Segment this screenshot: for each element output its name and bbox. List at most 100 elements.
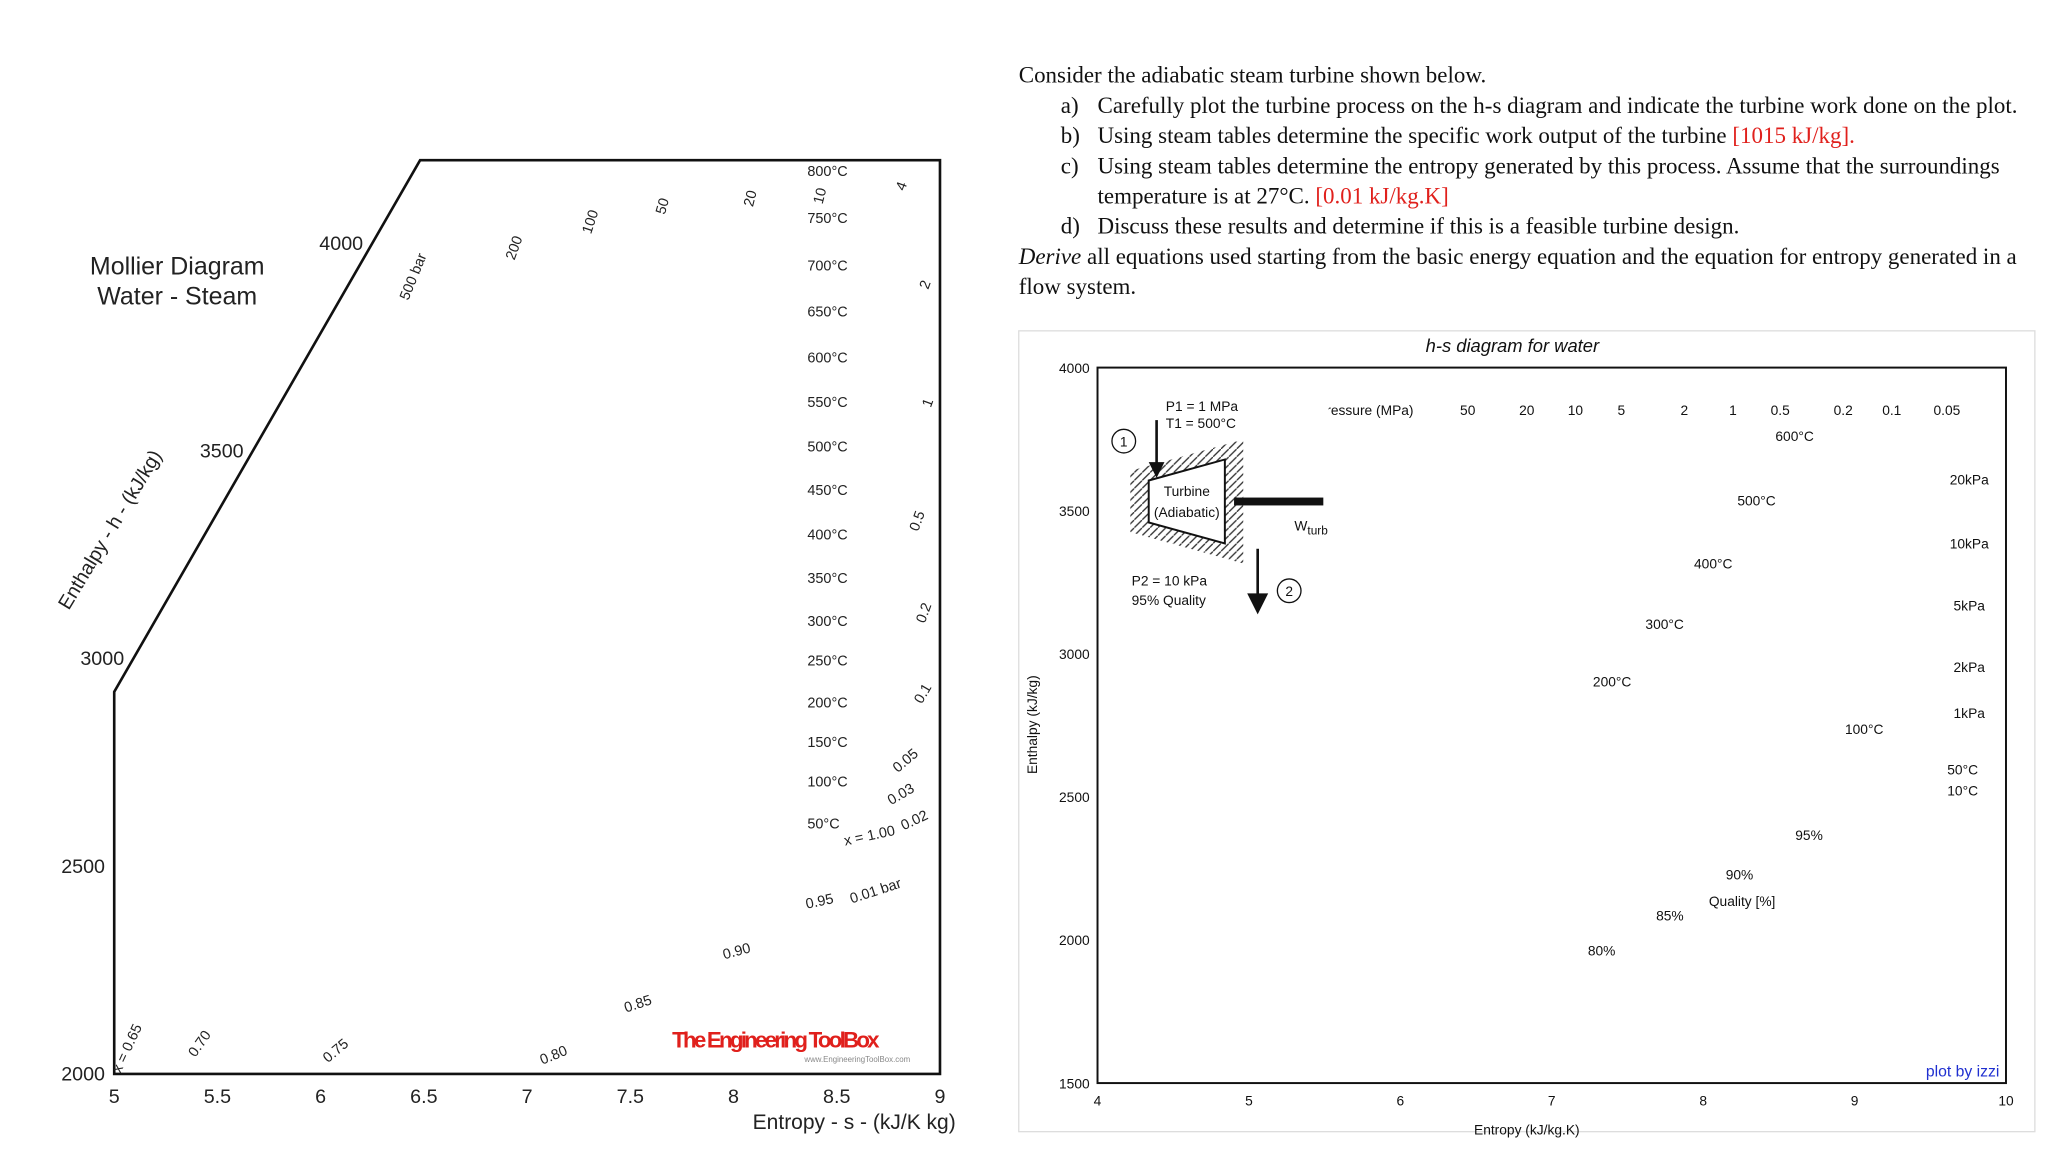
outlet-text: 95% Quality xyxy=(1132,593,1206,608)
y-tick-label: 3500 xyxy=(200,440,244,462)
y-tick-label: 2000 xyxy=(1059,933,1090,948)
quality-label: 0.75 xyxy=(320,1036,352,1066)
isobar-label: 0.05 xyxy=(890,746,922,776)
x-tick-label: 8 xyxy=(728,1086,739,1108)
turbine-text: Turbine xyxy=(1164,484,1211,499)
item-label: d) xyxy=(1060,212,1080,239)
isotherm-label: 700°C xyxy=(807,258,847,274)
isobar-label: 50 xyxy=(653,196,673,216)
item-text: Discuss these results and determine if t… xyxy=(1097,212,1740,239)
isotherm-label: 600°C xyxy=(1775,429,1813,444)
left-chart: Mollier Diagram Water - Steam Enthalpy -… xyxy=(54,158,956,1134)
quality-label: 0.80 xyxy=(538,1043,570,1068)
isobar-label: 1 xyxy=(1729,403,1737,418)
credit: plot by izzi xyxy=(1926,1064,2000,1081)
isobar-label: 1 xyxy=(919,396,937,409)
isotherm-label: 650°C xyxy=(807,304,847,320)
inlet-text: T1 = 500°C xyxy=(1166,416,1236,431)
isobar-label: 20 xyxy=(741,189,760,208)
x-tick-label: 5 xyxy=(109,1086,120,1108)
item: b) Using steam tables determine the speci… xyxy=(1061,121,2030,151)
isotherm-label: 10°C xyxy=(1947,784,1978,799)
inlet-text: P1 = 1 MPa xyxy=(1166,399,1239,414)
work-shaft xyxy=(1234,497,1324,506)
x-tick-label: 7 xyxy=(1548,1093,1556,1108)
right-title: h-s diagram for water xyxy=(1426,335,1600,356)
quality-label: 0.85 xyxy=(622,992,654,1016)
right-x-label: Entropy (kJ/kg.K) xyxy=(1474,1122,1580,1137)
turbine-inset: 1 2 P1 = 1 MPa T1 = 500°C Turbine (Adiab… xyxy=(1111,393,1329,618)
isobar-label: 0.05 xyxy=(1934,403,1961,418)
isotherm-label: 800°C xyxy=(807,164,847,180)
isobar-label: 5 xyxy=(1618,403,1626,418)
isotherm-label: 400°C xyxy=(807,528,847,544)
pressure-title: Pressure (MPa) xyxy=(1317,403,1413,418)
low-pressure-label: 20kPa xyxy=(1950,472,1989,487)
low-pressure-label: 2kPa xyxy=(1954,660,1986,675)
item: d) Discuss these results and determine if… xyxy=(1061,211,2030,241)
isotherm-label: 100°C xyxy=(807,774,847,790)
item-text: Using steam tables determine the entropy… xyxy=(1097,152,2000,209)
y-tick-label: 1500 xyxy=(1059,1076,1090,1091)
isobar-label: 10 xyxy=(811,186,830,205)
isobar-label: 500 bar xyxy=(397,251,430,303)
y-tick-label: 4000 xyxy=(1059,361,1090,376)
isotherm-label: 250°C xyxy=(807,654,847,670)
x-tick-label: 5.5 xyxy=(204,1086,231,1108)
x-tick-label: 9 xyxy=(935,1086,946,1108)
isobar-label: 0.2 xyxy=(1834,403,1853,418)
left-x-label: Entropy - s - (kJ/K kg) xyxy=(753,1111,956,1134)
isobar-label: 2 xyxy=(917,278,935,291)
x-tick-label: 6.5 xyxy=(410,1086,437,1108)
x-tick-label: 8.5 xyxy=(823,1086,850,1108)
state-label: 1 xyxy=(1120,434,1128,449)
item: c) Using steam tables determine the entro… xyxy=(1061,151,2030,211)
x-tick-label: 4 xyxy=(1094,1093,1102,1108)
isobar-label: 50 xyxy=(1460,403,1476,418)
intro: Consider the adiabatic steam turbine sho… xyxy=(1018,61,1487,88)
isobar-label: 20 xyxy=(1519,403,1535,418)
isobar-label: 4 xyxy=(893,180,911,193)
y-tick-label: 4000 xyxy=(319,233,363,255)
y-tick-label: 2500 xyxy=(1059,790,1090,805)
state-circle xyxy=(1111,428,1137,454)
isobar-label: 0.02 xyxy=(899,808,931,834)
left-y-label: Enthalpy - h - (kJ/kg) xyxy=(54,446,166,613)
x-tick-label: 9 xyxy=(1851,1093,1859,1108)
isotherm-label: 200°C xyxy=(1593,675,1631,690)
inlet-arrow xyxy=(1148,462,1165,478)
isotherm-label: 750°C xyxy=(807,211,847,227)
turbine-hatch xyxy=(1130,439,1244,564)
right-chart: h-s diagram for water Enthalpy (kJ/kg) E… xyxy=(1018,330,2036,1137)
y-tick-label: 3000 xyxy=(80,648,124,670)
answer: [1015 kJ/kg]. xyxy=(1732,122,1855,149)
y-tick-label: 2000 xyxy=(61,1063,105,1085)
isobar-label: 0.1 xyxy=(911,681,935,706)
isobar-label: 0.5 xyxy=(1771,403,1790,418)
isobar-label: 0.2 xyxy=(913,601,935,625)
isotherm-label: 550°C xyxy=(807,395,847,411)
quality-label: 0.90 xyxy=(721,941,752,964)
item-text: Using steam tables determine the specifi… xyxy=(1097,122,1727,149)
isotherm-label: 450°C xyxy=(807,483,847,499)
isotherm-label: 200°C xyxy=(807,696,847,712)
y-tick-label: 2500 xyxy=(61,856,105,878)
isotherm-label: 350°C xyxy=(807,571,847,587)
isobar-label: 0.1 xyxy=(1882,403,1901,418)
item-label: a) xyxy=(1060,91,1079,119)
brand-url: www.EngineeringToolBox.com xyxy=(803,1055,910,1064)
isotherm-label: 150°C xyxy=(807,735,847,751)
isotherm-label: 100°C xyxy=(1845,722,1883,737)
isotherm-label: 500°C xyxy=(1737,493,1775,508)
turbine-body xyxy=(1147,458,1226,545)
left-title: Mollier Diagram xyxy=(90,252,265,280)
items: a) Carefully plot the turbine process on … xyxy=(1019,91,2030,242)
isobar-label: 0.01 bar xyxy=(848,876,904,908)
turbine-text: (Adiabatic) xyxy=(1154,505,1220,520)
quality-title: Quality [%] xyxy=(1709,894,1776,909)
state-label: 2 xyxy=(1285,584,1293,599)
low-pressure-label: 1kPa xyxy=(1954,706,1986,721)
work-subscript: turb xyxy=(1307,523,1328,537)
derive-text: all equations used starting from the bas… xyxy=(1018,242,2017,300)
item-label: c) xyxy=(1060,152,1079,179)
